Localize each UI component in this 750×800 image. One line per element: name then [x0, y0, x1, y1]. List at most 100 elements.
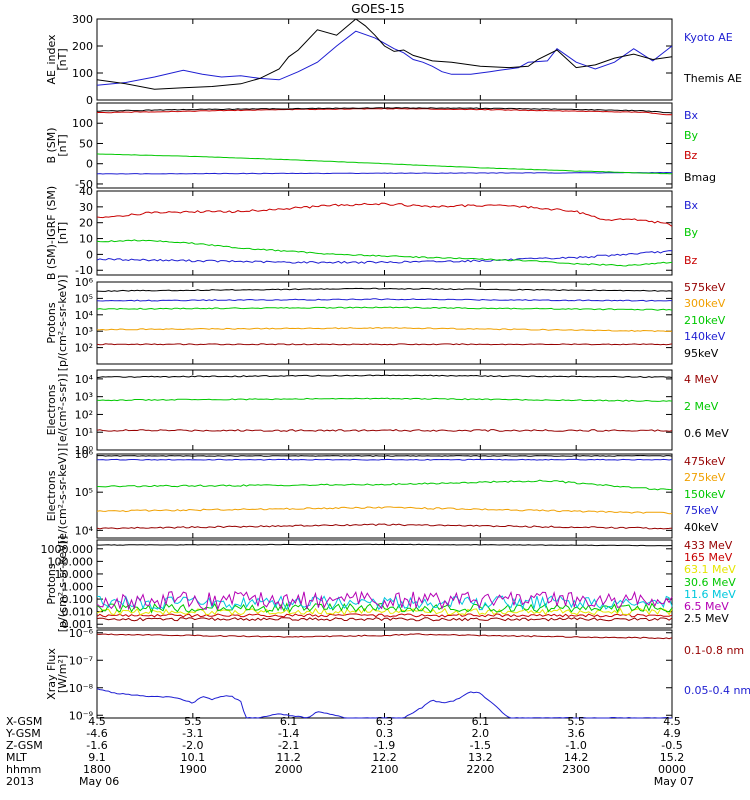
series-line-95kev [96, 287, 673, 292]
series-line-kyoto-ae [96, 30, 673, 86]
y-tick-label: 10⁴ [75, 373, 94, 386]
y-tick-label: 50 [79, 137, 93, 150]
y-tick-label: 0.100 [62, 593, 94, 606]
legend-entry: By [684, 226, 699, 239]
series-line-bx [96, 171, 672, 175]
series-line-140kev [96, 298, 672, 302]
series-line-433-mev [96, 617, 673, 622]
series-line-by [96, 239, 673, 267]
y-tick-label: 20 [79, 217, 93, 230]
x-tick-label: 12.2 [372, 751, 397, 764]
y-tick-label: 200 [72, 40, 93, 53]
y-tick-label: 10³ [75, 325, 93, 338]
y-axis-label: Protons [45, 302, 58, 343]
y-tick-label: 10.000 [55, 568, 94, 581]
x-row-label: Z-GSM [6, 739, 43, 752]
series-line-300kev [96, 327, 673, 333]
series-line-63-1-mev [96, 607, 673, 616]
series-line-150kev [96, 479, 673, 491]
series-line-0-05-0-4-nm [96, 688, 673, 719]
x-tick-label: 2300 [562, 763, 590, 776]
legend-entry: 63.1 MeV [684, 563, 736, 576]
panel-bsm: -50 0 50 100 B (SM)[nT] Bx By Bz Bmag [45, 102, 716, 191]
panel-frame [96, 369, 673, 451]
x-tick-label: 0000 [658, 763, 686, 776]
x-tick-label: -1.6 [86, 739, 107, 752]
panel-xray: 10⁻⁹ 10⁻⁸ 10⁻⁷ 10⁻⁶ Xray Flux[W/m²] 0.1-0.8 n… [45, 627, 750, 723]
x-tick-label: May 06 [79, 775, 119, 788]
legend-entry: 6.5 MeV [684, 600, 729, 613]
legend-entry: 40keV [684, 521, 719, 534]
y-tick-label: 1.000 [62, 581, 94, 594]
series-line-0-1-0-8-nm [96, 633, 673, 640]
series-line-themis-ae [96, 18, 673, 90]
panel-frame [96, 102, 673, 189]
panel-frame [96, 281, 673, 365]
x-row-label: 2013 [6, 775, 34, 788]
x-row-label: MLT [6, 751, 27, 764]
legend-entry: 165 MeV [684, 551, 733, 564]
legend-entry: 30.6 MeV [684, 576, 736, 589]
x-axis-table: X-GSMY-GSMZ-GSMMLThhmm20134.5-4.6-1.69.1… [5, 715, 694, 788]
y-axis-label: Electrons [45, 470, 58, 521]
y-tick-label: 10¹ [75, 426, 93, 439]
y-axis-label: B (SM) [45, 127, 58, 163]
series-line-4-mev [96, 429, 673, 432]
y-axis-label: [nT] [56, 134, 69, 156]
x-tick-label: -1.0 [565, 739, 586, 752]
figure-title: GOES-15 [351, 2, 405, 16]
legend-entry: 0.6 MeV [684, 427, 729, 440]
legend-entry: By [684, 129, 699, 142]
y-tick-label: 10 [79, 233, 93, 246]
y-axis-label: [e/(cm²-s-sr-keV)] [56, 448, 69, 544]
panel-protons_high: 0.0010.0100.1001.00010.000100.0001000.00… [41, 536, 737, 633]
x-tick-label: 6.3 [376, 715, 394, 728]
series-line-210kev [96, 306, 673, 311]
y-tick-label: 30 [79, 201, 93, 214]
series-line-2-5-mev [96, 543, 672, 547]
y-tick-label: -10 [75, 264, 93, 277]
series-line-11-6-mev [96, 595, 673, 611]
x-tick-label: 1800 [83, 763, 111, 776]
y-tick-label: 10³ [75, 391, 93, 404]
y-axis-label: [nT] [56, 222, 69, 244]
x-tick-label: 15.2 [660, 751, 685, 764]
x-tick-label: -0.5 [661, 739, 682, 752]
y-tick-label: 10⁶ [75, 448, 94, 461]
series-line-275kev [96, 506, 673, 515]
y-tick-label: 0 [86, 248, 93, 261]
x-tick-label: 2000 [275, 763, 303, 776]
y-tick-label: 10⁴ [75, 524, 94, 537]
series-line-bz [96, 202, 673, 227]
legend-entry: 140keV [684, 330, 726, 343]
x-tick-label: 11.2 [276, 751, 301, 764]
legend-entry: 2.5 MeV [684, 612, 729, 625]
y-axis-label: [nT] [56, 48, 69, 70]
y-tick-label: 0 [86, 94, 93, 107]
series-line-30-6-mev [96, 602, 673, 614]
legend-entry: 300keV [684, 297, 726, 310]
x-tick-label: 5.5 [567, 715, 585, 728]
y-tick-label: 10⁵ [75, 292, 93, 305]
panel-frame [96, 453, 673, 539]
y-tick-label: 10² [75, 342, 93, 355]
x-tick-label: 0.3 [376, 727, 394, 740]
y-tick-label: 10⁰ [75, 444, 94, 457]
legend-entry: Bmag [684, 171, 716, 184]
x-tick-label: May 07 [654, 775, 694, 788]
x-tick-label: 5.5 [184, 715, 202, 728]
x-tick-label: 6.1 [472, 715, 490, 728]
series-line-2-mev [96, 397, 673, 402]
series-line-bmag [97, 107, 673, 114]
series-line-575kev [96, 343, 673, 346]
x-tick-label: -2.0 [182, 739, 203, 752]
legend-entry: 11.6 MeV [684, 588, 736, 601]
x-tick-label: 2200 [466, 763, 494, 776]
y-tick-label: 0 [86, 158, 93, 171]
legend-entry: 275keV [684, 471, 726, 484]
panel-electrons_mev: 10⁰ 10¹ 10² 10³ 10⁴ Electrons[e/(cm²-s-sr)] 4 … [45, 369, 729, 457]
y-tick-label: 100 [72, 67, 93, 80]
x-row-label: hhmm [6, 763, 41, 776]
series-line-6-5-mev [96, 590, 673, 611]
